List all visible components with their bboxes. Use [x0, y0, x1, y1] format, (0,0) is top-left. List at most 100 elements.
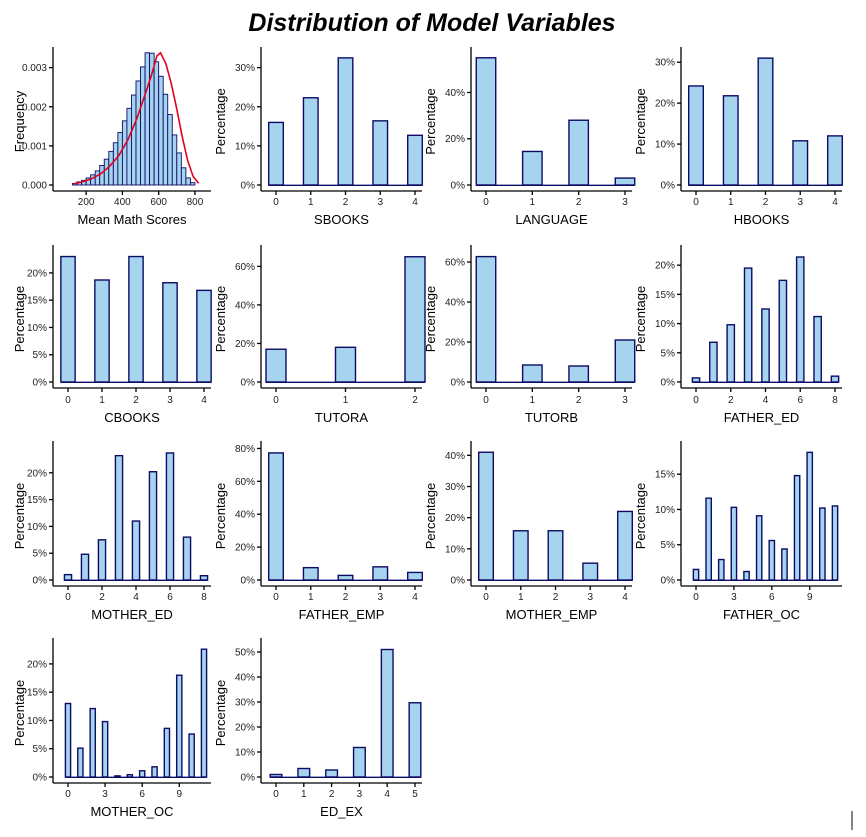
- x-tick-label: 1: [728, 197, 734, 208]
- x-tick-label: 6: [769, 592, 775, 603]
- y-tick-label: 60%: [235, 262, 255, 273]
- bar-father-oc-4: [743, 570, 750, 581]
- x-tick-label: 2: [343, 197, 349, 208]
- x-tick-label: 2: [412, 395, 418, 406]
- bar-mean-math-scores-16: [144, 52, 151, 186]
- x-tick-label: 3: [377, 592, 383, 603]
- x-axis-label: MOTHER_EMP: [506, 607, 598, 622]
- bar-father-ed-0: [691, 377, 701, 383]
- bar-mother-ed-6: [165, 452, 175, 581]
- y-tick-label: 10%: [235, 141, 255, 152]
- bar-mother-ed-0: [63, 573, 73, 581]
- x-axis-label: LANGUAGE: [515, 212, 588, 227]
- bar-mother-emp-2: [547, 530, 564, 581]
- y-tick-label: 5%: [33, 549, 48, 560]
- x-axis-label: MOTHER_OC: [90, 804, 173, 819]
- x-tick-label: 400: [114, 197, 131, 208]
- bar-father-ed-2: [726, 324, 736, 383]
- x-tick-label: 2: [576, 395, 582, 406]
- y-tick-label: 0%: [661, 181, 676, 192]
- panel-language: 0 1 2 3 0% 20% 40% LANGUAGE Percentage: [423, 47, 636, 227]
- panel-hbooks: 0 1 2 3 4 0% 10% 20% 30% HBOOKS Percentage: [633, 47, 843, 227]
- x-axis-label: Mean Math Scores: [77, 212, 187, 227]
- x-axis-label: HBOOKS: [734, 212, 790, 227]
- x-tick-label: 0: [273, 789, 279, 800]
- panel-cbooks: 0 1 2 3 4 0% 5% 10% 15% 20% CBOOKS Percentage: [12, 245, 212, 425]
- bar-mother-oc-7: [151, 766, 158, 778]
- bar-ed-ex-4: [380, 648, 394, 778]
- panel-tutorb: 0 1 2 3 0% 20% 40% 60% TUTORB Percentage: [423, 245, 636, 425]
- bar-father-oc-2: [717, 558, 725, 581]
- bar-sbooks-0: [268, 121, 284, 186]
- x-tick-label: 2: [553, 592, 559, 603]
- y-tick-label: 0%: [661, 378, 676, 389]
- x-tick-label: 1: [308, 592, 314, 603]
- bar-mother-ed-7: [182, 536, 192, 581]
- bar-father-ed-6: [795, 256, 805, 383]
- bar-mother-oc-6: [138, 770, 146, 778]
- bar-sbooks-3: [372, 120, 389, 186]
- bar-father-oc-10: [819, 507, 826, 581]
- x-tick-label: 2: [728, 395, 734, 406]
- y-tick-label: 0%: [451, 181, 466, 192]
- x-axis-label: FATHER_EMP: [299, 607, 385, 622]
- x-tick-label: 0: [483, 197, 489, 208]
- bar-mother-oc-0: [64, 702, 72, 778]
- y-tick-label: 10%: [27, 716, 47, 727]
- bar-hbooks-1: [722, 95, 739, 186]
- x-tick-label: 4: [384, 789, 390, 800]
- bar-mother-ed-4: [131, 520, 141, 581]
- x-tick-label: 4: [201, 395, 207, 406]
- bar-tutorb-2: [568, 365, 590, 383]
- y-tick-label: 15%: [27, 495, 47, 506]
- bar-cbooks-2: [128, 255, 144, 383]
- x-tick-label: 2: [329, 789, 335, 800]
- x-tick-label: 2: [133, 395, 139, 406]
- y-tick-label: 20%: [445, 338, 465, 349]
- y-tick-label: 0%: [33, 576, 48, 587]
- panel-father-ed: 0 2 4 6 8 0% 5% 10% 15% 20% FATHER_ED Percentage: [633, 245, 842, 425]
- y-tick-label: 0%: [241, 773, 256, 784]
- x-tick-label: 3: [377, 197, 383, 208]
- y-axis-label: Percentage: [633, 88, 648, 155]
- y-tick-label: 0%: [661, 576, 676, 587]
- panel-mean-math-scores: 200 400 600 800 0.000 0.001 0.002 0.003 Mean Mat…: [12, 47, 211, 227]
- bar-sbooks-2: [337, 57, 354, 186]
- y-tick-label: 5%: [661, 348, 676, 359]
- bar-mother-ed-2: [97, 539, 107, 581]
- y-tick-label: 30%: [445, 482, 465, 493]
- bar-ed-ex-1: [297, 767, 311, 778]
- x-tick-label: 4: [133, 592, 139, 603]
- y-tick-label: 15%: [655, 470, 675, 481]
- y-tick-label: 15%: [27, 296, 47, 307]
- x-tick-label: 1: [530, 197, 536, 208]
- bar-mean-math-scores-7: [103, 158, 110, 186]
- bar-mother-ed-3: [114, 454, 124, 581]
- x-tick-label: 9: [807, 592, 813, 603]
- bar-cbooks-4: [196, 289, 212, 383]
- x-tick-label: 0: [483, 395, 489, 406]
- bar-father-emp-1: [302, 566, 319, 581]
- bar-mother-oc-2: [89, 707, 97, 778]
- y-tick-label: 10%: [27, 522, 47, 533]
- bar-tutorb-0: [475, 255, 497, 383]
- y-tick-label: 60%: [235, 477, 255, 488]
- y-axis-label: Percentage: [12, 483, 27, 550]
- bar-cbooks-1: [94, 279, 110, 383]
- y-axis-label: Percentage: [213, 286, 228, 353]
- y-tick-label: 0%: [451, 378, 466, 389]
- y-tick-label: 60%: [445, 258, 465, 269]
- y-tick-label: 40%: [445, 88, 465, 99]
- y-axis-label: Percentage: [423, 286, 438, 353]
- x-tick-label: 3: [622, 395, 628, 406]
- x-tick-label: 1: [518, 592, 524, 603]
- x-tick-label: 8: [832, 395, 838, 406]
- y-axis-label: Percentage: [213, 680, 228, 747]
- y-tick-label: 30%: [235, 698, 255, 709]
- bar-language-1: [521, 150, 543, 186]
- x-tick-label: 1: [530, 395, 536, 406]
